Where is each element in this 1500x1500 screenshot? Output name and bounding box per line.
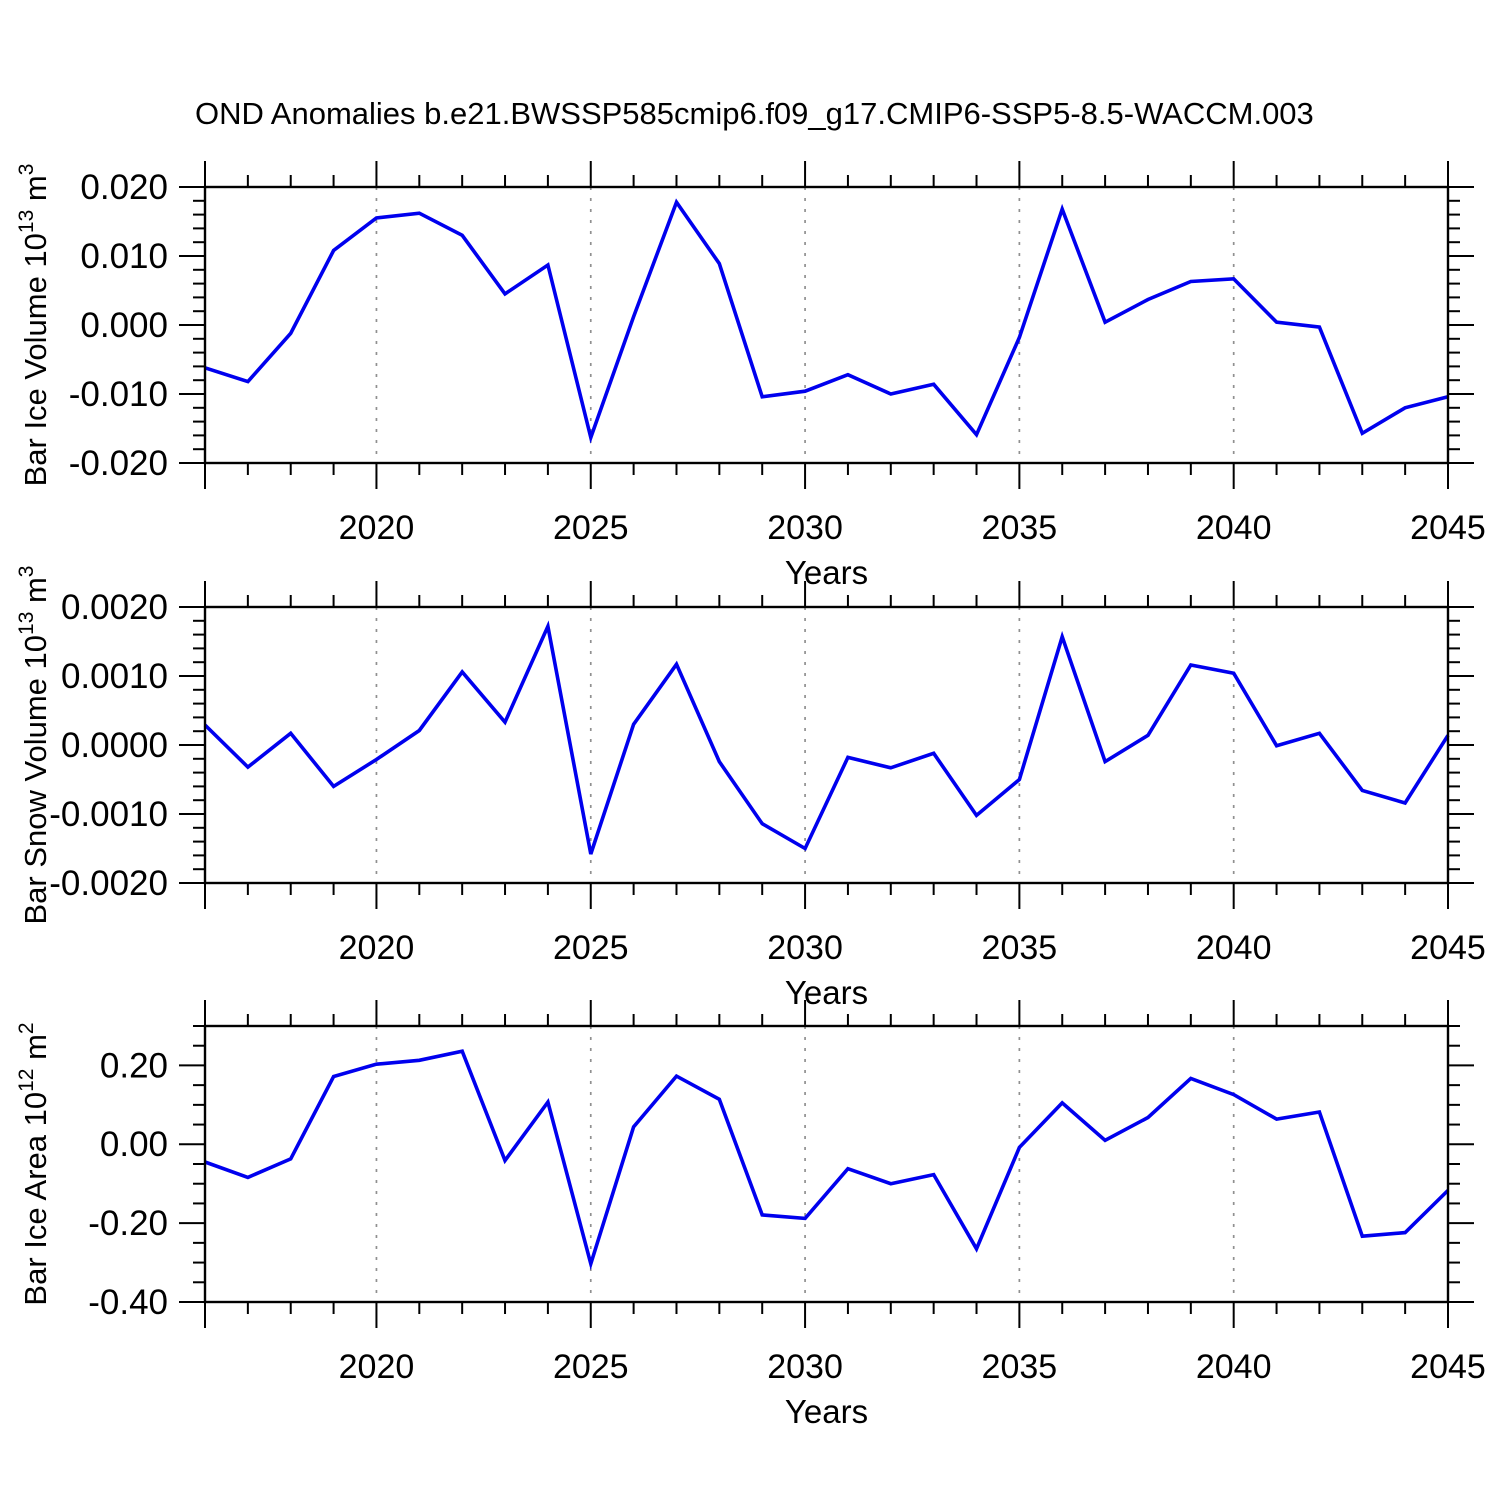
x-axis-tick-label: 2025	[553, 509, 629, 547]
x-axis-tick-label: 2040	[1196, 1348, 1272, 1386]
x-axis-title: Years	[785, 554, 868, 591]
y-axis-title: Bar Snow Volume 1013 m3	[15, 566, 53, 925]
plot-frame	[203, 185, 1450, 465]
plot-frame	[203, 605, 1450, 885]
y-axis-tick-label: -0.010	[69, 375, 168, 414]
x-axis-tick-label: 2020	[339, 509, 415, 547]
figure-title: OND Anomalies b.e21.BWSSP585cmip6.f09_g1…	[195, 96, 1314, 131]
x-axis-tick-label: 2045	[1410, 1348, 1486, 1386]
x-axis-tick-label: 2035	[982, 1348, 1058, 1386]
y-axis-tick-label: 0.00	[100, 1125, 168, 1164]
x-axis-tick-label: 2025	[553, 929, 629, 967]
y-axis-tick-label: -0.40	[88, 1283, 168, 1322]
x-axis-title: Years	[785, 974, 868, 1011]
x-axis-tick-label: 2020	[339, 929, 415, 967]
y-axis-tick-label: -0.020	[69, 444, 168, 483]
x-axis-tick-label: 2030	[767, 929, 843, 967]
x-axis-tick-label: 2020	[339, 1348, 415, 1386]
y-axis-tick-label: -0.0010	[49, 795, 168, 834]
x-axis-tick-label: 2025	[553, 1348, 629, 1386]
bar-ice-area-chart: 2020 2025 2030 2035 2040 2045 0.20 0.00 -0.20 -0.…	[15, 1000, 1486, 1430]
x-axis-tick-label: 2030	[767, 509, 843, 547]
y-axis-tick-label: 0.020	[80, 168, 168, 207]
y-axis-tick-label: 0.0010	[61, 657, 168, 696]
x-axis-tick-label: 2040	[1196, 509, 1272, 547]
y-axis-tick-label: -0.0020	[49, 864, 168, 903]
y-axis-tick-label: 0.20	[100, 1046, 168, 1085]
x-axis-tick-label: 2040	[1196, 929, 1272, 967]
x-axis-tick-label: 2035	[982, 929, 1058, 967]
y-axis-tick-label: 0.0000	[61, 726, 168, 765]
y-axis-title: Bar Ice Volume 1013 m3	[15, 164, 53, 487]
bar-snow-volume-chart: 2020 2025 2030 2035 2040 2045 0.0020 0.0010 0.00…	[15, 566, 1486, 1012]
x-axis-tick-label: 2045	[1410, 929, 1486, 967]
y-axis-tick-label: 0.0020	[61, 588, 168, 627]
bar-ice-volume-chart: 2020 2025 2030 2035 2040 2045 0.020 0.010 0.000 -…	[15, 161, 1486, 591]
y-axis-title: Bar Ice Area 1012 m2	[15, 1022, 53, 1305]
bar-snow-volume-series-line	[203, 620, 1450, 855]
y-axis-tick-label: 0.000	[80, 306, 168, 345]
y-axis-tick-label: -0.20	[88, 1204, 168, 1243]
bar-ice-volume-series-line	[204, 198, 1449, 444]
x-axis-tick-label: 2035	[982, 509, 1058, 547]
x-axis-tick-label: 2045	[1410, 509, 1486, 547]
y-axis-tick-label: 0.010	[80, 237, 168, 276]
bar-ice-area-series-line	[204, 1049, 1450, 1271]
plot-frame	[203, 1024, 1450, 1304]
x-axis-tick-label: 2030	[767, 1348, 843, 1386]
x-axis-title: Years	[785, 1393, 868, 1430]
